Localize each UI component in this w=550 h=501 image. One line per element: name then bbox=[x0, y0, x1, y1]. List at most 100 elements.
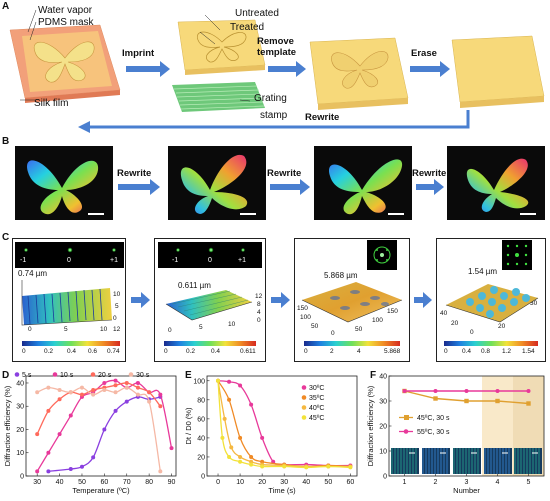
p2-y-0: 12 bbox=[255, 293, 263, 300]
p2-y-2: 4 bbox=[257, 309, 261, 316]
panel-label-b: B bbox=[2, 136, 10, 147]
data-point bbox=[79, 385, 84, 390]
grating-photo bbox=[422, 448, 450, 474]
p1-y-0: 10 bbox=[113, 291, 121, 298]
data-point bbox=[249, 454, 254, 459]
photo-background bbox=[484, 448, 512, 474]
p3-x-4: 50 bbox=[355, 326, 363, 333]
data-point bbox=[402, 389, 407, 393]
p4-x-3: 20 bbox=[498, 323, 506, 330]
cb1-tick-2: 0.4 bbox=[67, 348, 77, 355]
x-tick-label: 2 bbox=[434, 479, 438, 486]
p4-x-1: 20 bbox=[451, 320, 459, 327]
cb3-tick-3: 5.868 bbox=[384, 348, 401, 355]
label-rewrite-loop: Rewrite bbox=[305, 112, 340, 123]
data-point bbox=[495, 389, 500, 393]
y-tick-label: 40 bbox=[16, 380, 24, 387]
legend-marker bbox=[301, 385, 307, 390]
x-axis-label: Number bbox=[453, 486, 480, 495]
grating-photo bbox=[453, 448, 481, 474]
cb2-tick-1: 0.2 bbox=[186, 348, 196, 355]
data-point bbox=[249, 402, 254, 407]
data-point bbox=[113, 390, 118, 395]
y-axis-label: Dt / D0 (%) bbox=[184, 407, 193, 445]
data-point bbox=[348, 465, 353, 470]
label-silk-film: Silk film bbox=[34, 98, 69, 109]
x-axis-label: Temperature (ºC) bbox=[72, 486, 130, 495]
data-point bbox=[526, 389, 531, 393]
series-curve bbox=[48, 396, 161, 472]
x-tick-label: 10 bbox=[236, 479, 244, 486]
p1-x-0: 0 bbox=[28, 326, 32, 333]
label-imprint: Imprint bbox=[122, 48, 155, 59]
data-point bbox=[238, 459, 243, 464]
label-water-vapor: Water vapor bbox=[38, 5, 93, 16]
x-tick-label: 0 bbox=[216, 479, 220, 486]
cb3-tick-2: 4 bbox=[357, 348, 361, 355]
x-tick-label: 50 bbox=[324, 479, 332, 486]
x-axis-label: Time (s) bbox=[268, 486, 296, 495]
cb1-tick-3: 0.6 bbox=[88, 348, 98, 355]
order-minus1-1: -1 bbox=[20, 257, 27, 264]
p1-x-2: 10 bbox=[100, 326, 108, 333]
colorbar-3 bbox=[304, 341, 400, 346]
data-point bbox=[260, 435, 265, 440]
p1-y-3: 12 bbox=[113, 326, 121, 333]
y-tick-label: 20 bbox=[16, 427, 24, 434]
data-point bbox=[158, 392, 163, 397]
data-point bbox=[102, 387, 107, 392]
x-tick-label: 90 bbox=[168, 479, 176, 486]
x-tick-label: 3 bbox=[465, 479, 469, 486]
data-point bbox=[464, 398, 469, 404]
y-tick-label: 100 bbox=[193, 378, 205, 385]
x-tick-label: 20 bbox=[258, 479, 266, 486]
y-tick-label: 40 bbox=[379, 374, 387, 381]
data-point bbox=[249, 459, 254, 464]
legend-label: 20 s bbox=[98, 372, 112, 379]
p1-y-2: 0 bbox=[113, 315, 117, 322]
data-point bbox=[35, 469, 40, 474]
data-point bbox=[227, 397, 232, 402]
y-tick-label: 10 bbox=[379, 449, 387, 456]
p1-y-1: 5 bbox=[115, 303, 119, 310]
label-rewrite-b3: Rewrite bbox=[412, 168, 447, 179]
p1-x-1: 5 bbox=[64, 326, 68, 333]
cb2-tick-3: 0.611 bbox=[240, 348, 256, 355]
data-point bbox=[46, 450, 51, 455]
y-axis-label: Diffraction efficiency (%) bbox=[366, 385, 375, 466]
data-point bbox=[158, 469, 163, 474]
label-stamp: stamp bbox=[260, 110, 288, 121]
data-point bbox=[102, 380, 107, 385]
arrow-remove bbox=[268, 61, 306, 77]
legend-marker bbox=[301, 405, 307, 410]
plot-frame bbox=[206, 375, 358, 477]
data-point bbox=[46, 385, 51, 390]
label-remove-template: Remove template bbox=[257, 36, 297, 58]
chart-f: 1 2 3 4 5 0 10 20 30 40 Number Diffraction efficien… bbox=[366, 374, 545, 495]
y-tick-label: 60 bbox=[197, 416, 205, 423]
data-point bbox=[68, 467, 73, 472]
height-label-4: 1.54 µm bbox=[468, 267, 498, 276]
data-point bbox=[79, 464, 84, 469]
series-curve bbox=[36, 386, 161, 472]
label-erase: Erase bbox=[411, 48, 437, 59]
data-point bbox=[135, 392, 140, 397]
data-point bbox=[124, 380, 129, 385]
cb4-tick-3: 1.2 bbox=[502, 348, 512, 355]
y-tick-label: 20 bbox=[197, 454, 205, 461]
height-label-3: 5.868 µm bbox=[324, 271, 358, 280]
legend-label: 35ºC bbox=[309, 395, 324, 402]
data-point bbox=[68, 390, 73, 395]
label-pdms-mask: PDMS mask bbox=[38, 17, 94, 28]
panel-a-diagram bbox=[9, 9, 545, 133]
y-tick-label: 40 bbox=[197, 435, 205, 442]
data-point bbox=[238, 435, 243, 440]
y-axis-label: Diffraction efficiency (%) bbox=[3, 385, 12, 466]
butterfly-mask bbox=[33, 41, 95, 83]
photo-butterfly-1 bbox=[15, 146, 113, 220]
x-tick-label: 60 bbox=[100, 479, 108, 486]
x-tick-label: 40 bbox=[302, 479, 310, 486]
y-tick-label: 30 bbox=[16, 404, 24, 411]
label-grating: Grating bbox=[254, 93, 287, 104]
legend-marker bbox=[128, 372, 134, 377]
